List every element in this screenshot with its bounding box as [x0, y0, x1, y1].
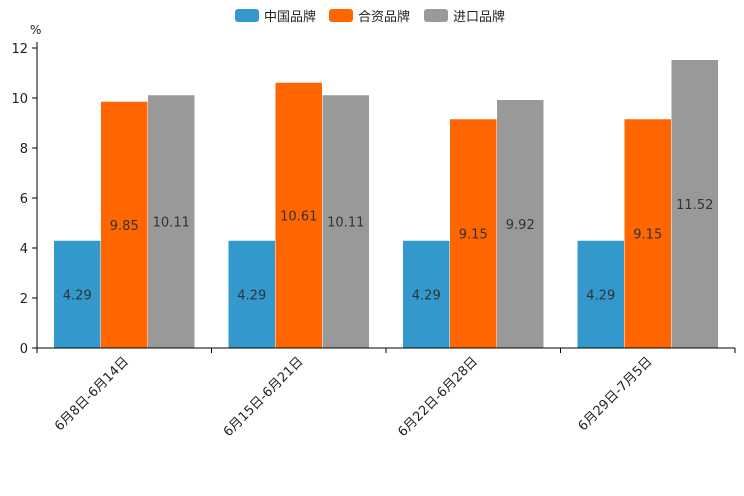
x-tick-label-3: 6月29日-7月5日	[576, 354, 656, 434]
data-label-1-3: 9.15	[633, 228, 662, 243]
bar-2-1[interactable]	[322, 95, 370, 348]
legend-label-1[interactable]: 合资品牌	[358, 9, 410, 25]
data-label-1-2: 9.15	[459, 228, 488, 243]
legend-label-2[interactable]: 进口品牌	[453, 9, 505, 25]
bar-1-1[interactable]	[275, 82, 323, 348]
x-tick-label-2: 6月22日-6月28日	[395, 354, 481, 440]
x-tick-label-1: 6月15日-6月21日	[221, 354, 307, 440]
data-label-1-1: 10.61	[280, 209, 317, 224]
y-unit-label: %	[30, 23, 41, 37]
data-label-0-2: 4.29	[412, 288, 441, 303]
y-tick-label-3: 6	[20, 192, 28, 207]
y-tick-label-4: 8	[20, 142, 28, 157]
bar-2-2[interactable]	[497, 100, 544, 348]
data-label-0-1: 4.29	[237, 288, 266, 303]
data-label-0-3: 4.29	[586, 288, 615, 303]
bar-1-3[interactable]	[624, 119, 672, 348]
bar-1-0[interactable]	[101, 101, 148, 348]
bar-0-2[interactable]	[403, 240, 450, 348]
bar-0-3[interactable]	[577, 240, 625, 348]
legend: 中国品牌 合资品牌 进口品牌	[235, 9, 505, 25]
legend-swatch-1[interactable]	[329, 9, 353, 22]
y-tick-label-6: 12	[11, 42, 28, 57]
data-label-2-0: 10.11	[153, 216, 190, 231]
data-label-2-1: 10.11	[327, 216, 364, 231]
y-tick-label-0: 0	[20, 342, 28, 357]
bar-2-0[interactable]	[148, 95, 195, 348]
y-tick-label-2: 4	[20, 242, 28, 257]
y-tick-label-1: 2	[20, 292, 28, 307]
y-tick-label-5: 10	[11, 92, 28, 107]
data-label-1-0: 9.85	[110, 219, 139, 234]
bar-1-2[interactable]	[450, 119, 497, 348]
legend-swatch-2[interactable]	[424, 9, 448, 22]
bars: 4.29 9.85 10.11 4.29 10.61 10.11 4.29 9.15 9.92 4…	[54, 60, 718, 348]
x-tick-label-0: 6月8日-6月14日	[52, 354, 132, 434]
data-label-2-3: 11.52	[676, 198, 713, 213]
legend-label-0[interactable]: 中国品牌	[264, 9, 316, 25]
y-axis: 0 2 4 6 8 10 12	[11, 42, 38, 357]
bar-0-1[interactable]	[228, 240, 276, 348]
bar-0-0[interactable]	[54, 240, 101, 348]
data-label-2-2: 9.92	[506, 218, 535, 233]
x-axis: 6月8日-6月14日 6月15日-6月21日 6月22日-6月28日 6月29日-7月…	[36, 347, 736, 440]
legend-swatch-0[interactable]	[235, 9, 259, 22]
data-label-0-0: 4.29	[63, 288, 92, 303]
bar-2-3[interactable]	[671, 60, 719, 348]
